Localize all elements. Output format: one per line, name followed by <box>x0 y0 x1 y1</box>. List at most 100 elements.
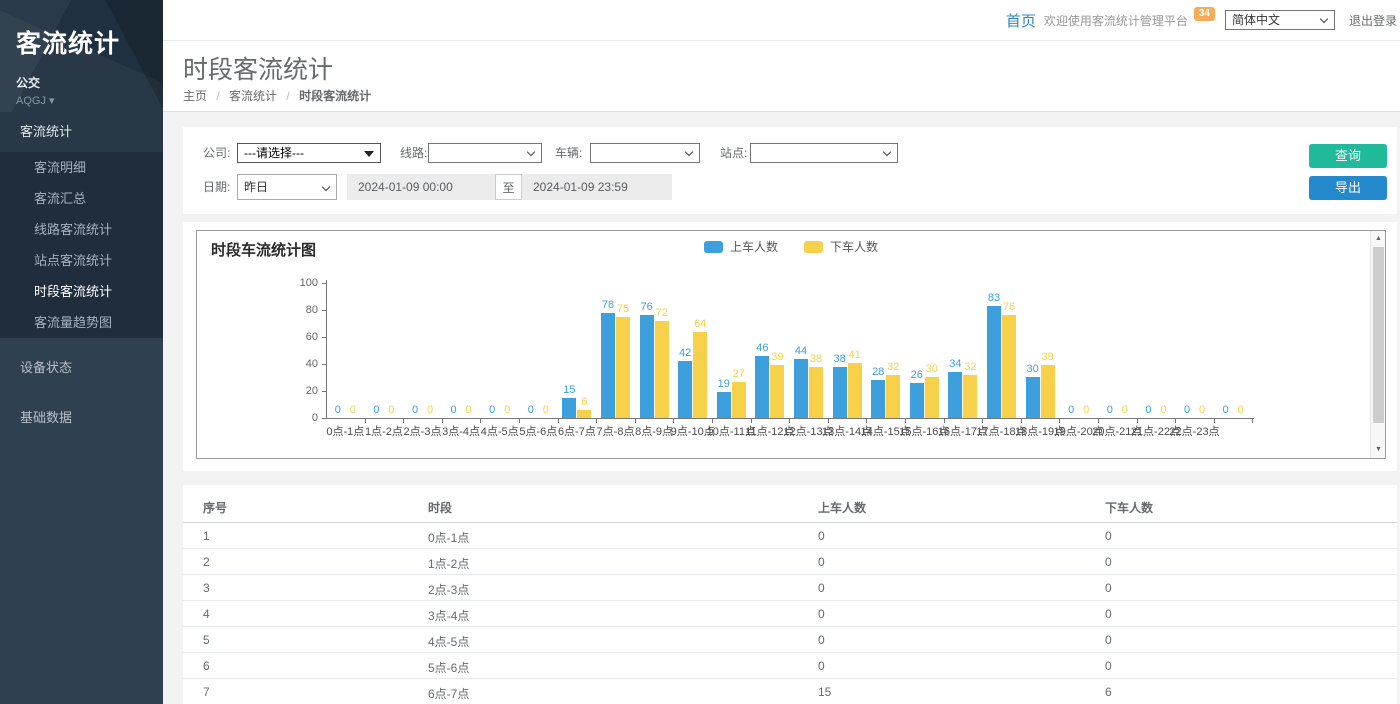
app-title: 客流统计 <box>16 24 147 60</box>
bar-value-label: 6 <box>569 396 599 408</box>
table-cell: 0 <box>818 633 825 647</box>
vehicle-select[interactable] <box>590 143 700 163</box>
station-select[interactable] <box>750 143 898 163</box>
y-tick <box>322 364 326 365</box>
bar-value-label: 41 <box>840 349 870 361</box>
date-range-separator: 至 <box>495 174 522 200</box>
legend-label: 上车人数 <box>730 238 778 255</box>
logout-link[interactable]: 退出登录 <box>1349 12 1397 29</box>
x-tick <box>1252 419 1253 423</box>
table-cell: 6点-7点 <box>428 685 469 702</box>
date-end-input[interactable]: 2024-01-09 23:59 <box>522 174 672 200</box>
sidebar-nav: 客流统计客流明细客流汇总线路客流统计站点客流统计时段客流统计客流量趋势图设备状态… <box>0 112 163 438</box>
bar-value-label: 0 <box>531 404 561 416</box>
table-row: 54点-5点00 <box>183 627 1397 653</box>
table-cell: 0 <box>1105 633 1112 647</box>
x-axis <box>326 418 1254 419</box>
language-select[interactable]: 简体中文 <box>1225 10 1335 30</box>
bar-alighting <box>577 410 591 418</box>
bar-value-label: 27 <box>724 368 754 380</box>
page-title: 时段客流统计 <box>183 50 333 86</box>
chart-panel: 时段车流统计图 上车人数下车人数 020406080100000点-1点001点… <box>183 222 1397 471</box>
y-axis-label: 40 <box>278 358 318 370</box>
legend-item-boarding[interactable]: 上车人数 <box>704 238 778 255</box>
sidebar-item-passenger-detail[interactable]: 客流明细 <box>0 152 163 183</box>
bar-alighting <box>925 377 939 418</box>
column-header: 下车人数 <box>1105 499 1153 516</box>
table-cell: 0 <box>1105 529 1112 543</box>
bar-alighting <box>1002 315 1016 418</box>
org-selector[interactable]: AQGJ ▾ <box>16 94 147 107</box>
x-axis-label: 22点-23点 <box>1155 423 1235 439</box>
export-button[interactable]: 导出 <box>1309 176 1387 200</box>
bar-value-label: 72 <box>647 307 677 319</box>
table-cell: 0 <box>1105 581 1112 595</box>
company-select[interactable]: ---请选择--- <box>237 143 381 163</box>
breadcrumb-home[interactable]: 主页 <box>183 89 207 103</box>
message-count-badge: 34 <box>1194 7 1215 21</box>
table-cell: 6 <box>1105 685 1112 699</box>
table-row: 21点-2点00 <box>183 549 1397 575</box>
y-axis-label: 80 <box>278 304 318 316</box>
y-tick <box>322 337 326 338</box>
y-tick <box>322 391 326 392</box>
date-preset-select[interactable]: 昨日 <box>237 174 337 200</box>
sidebar: 客流统计 公交 AQGJ ▾ 客流统计客流明细客流汇总线路客流统计站点客流统计时… <box>0 0 163 704</box>
legend-swatch <box>804 241 823 253</box>
table-cell: 1 <box>203 529 210 543</box>
bar-alighting <box>1041 365 1055 418</box>
table-cell: 4点-5点 <box>428 633 469 650</box>
bar-value-label: 64 <box>685 318 715 330</box>
table-row: 32点-3点00 <box>183 575 1397 601</box>
hourly-flow-chart: 时段车流统计图 上车人数下车人数 020406080100000点-1点001点… <box>196 230 1386 459</box>
y-axis-label: 100 <box>278 277 318 289</box>
breadcrumb-current: 时段客流统计 <box>299 89 371 103</box>
table-cell: 2点-3点 <box>428 581 469 598</box>
sidebar-item-station-stats[interactable]: 站点客流统计 <box>0 245 163 276</box>
bar-value-label: 39 <box>1033 351 1063 363</box>
bar-boarding <box>601 313 615 418</box>
chart-legend: 上车人数 下车人数 <box>197 238 1385 255</box>
legend-label: 下车人数 <box>830 238 878 255</box>
bar-alighting <box>693 332 707 418</box>
sidebar-item-passenger-summary[interactable]: 客流汇总 <box>0 183 163 214</box>
table-cell: 15 <box>818 685 831 699</box>
date-label: 日期: <box>203 177 230 197</box>
scroll-up-icon[interactable]: ▲ <box>1371 231 1386 246</box>
legend-item-alighting[interactable]: 下车人数 <box>804 238 878 255</box>
table-row: 43点-4点00 <box>183 601 1397 627</box>
filter-panel: 公司: ---请选择--- 线路: 车辆: 站点: 日期: 昨日 2024-01… <box>183 127 1397 214</box>
table-cell: 2 <box>203 555 210 569</box>
chevron-down-icon <box>883 148 891 156</box>
chevron-down-icon <box>1320 15 1328 23</box>
sidebar-item-base-data[interactable]: 基础数据 <box>0 398 163 438</box>
scroll-down-icon[interactable]: ▼ <box>1371 442 1386 457</box>
sidebar-item-line-stats[interactable]: 线路客流统计 <box>0 214 163 245</box>
table-cell: 3点-4点 <box>428 607 469 624</box>
bar-boarding <box>948 372 962 418</box>
bar-value-label: 32 <box>955 361 985 373</box>
home-link[interactable]: 首页 <box>1006 10 1036 31</box>
bar-alighting <box>809 367 823 418</box>
sidebar-item-period-stats[interactable]: 时段客流统计 <box>0 276 163 307</box>
org-label: 公交 <box>16 74 147 91</box>
scrollbar-thumb[interactable] <box>1373 247 1384 423</box>
table-cell: 0 <box>818 529 825 543</box>
sidebar-item-device-status[interactable]: 设备状态 <box>0 348 163 388</box>
bar-boarding <box>640 315 654 418</box>
query-button[interactable]: 查询 <box>1309 144 1387 168</box>
sidebar-item-passenger-stats[interactable]: 客流统计 <box>0 112 163 152</box>
bar-boarding <box>833 367 847 418</box>
chevron-down-icon <box>527 148 535 156</box>
table-cell: 0 <box>1105 607 1112 621</box>
chart-scrollbar[interactable]: ▲ ▼ <box>1370 231 1385 458</box>
select-arrow-icon <box>364 151 374 157</box>
date-start-input[interactable]: 2024-01-09 00:00 <box>347 174 495 200</box>
sidebar-item-flow-trend[interactable]: 客流量趋势图 <box>0 307 163 338</box>
hourly-flow-table: 序号时段上车人数下车人数 10点-1点0021点-2点0032点-3点0043点… <box>183 485 1397 704</box>
table-cell: 7 <box>203 685 210 699</box>
breadcrumb-section[interactable]: 客流统计 <box>229 89 277 103</box>
line-select[interactable] <box>428 143 542 163</box>
y-tick <box>322 418 326 419</box>
page-heading: 时段客流统计 主页 / 客流统计 / 时段客流统计 <box>163 41 1400 112</box>
